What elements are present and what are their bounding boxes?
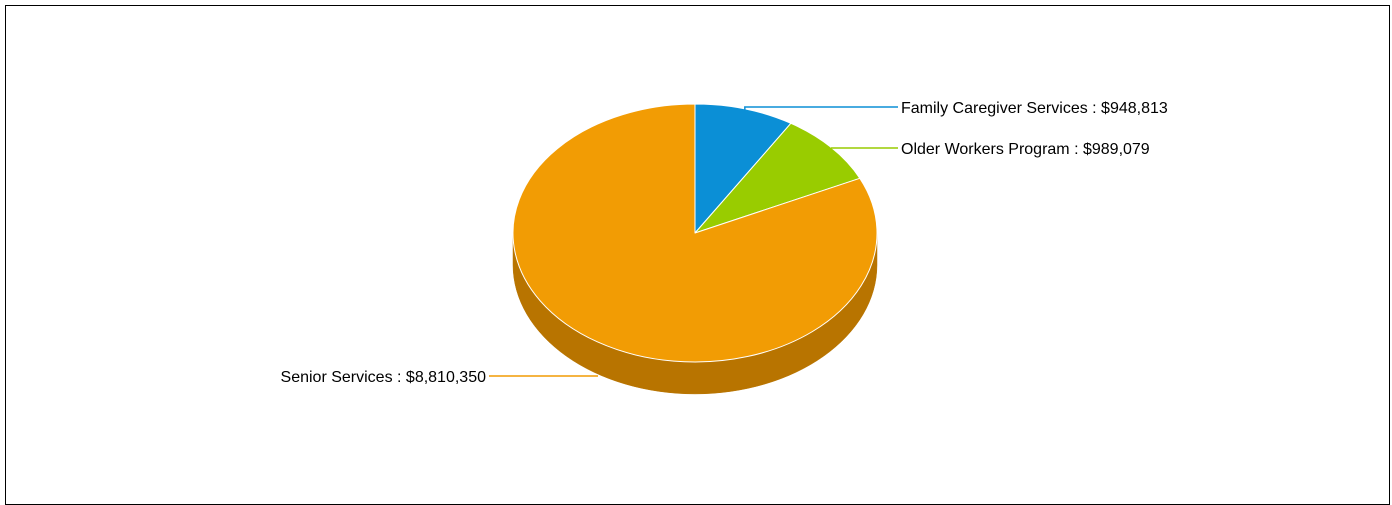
- pie-top: [512, 103, 878, 363]
- slice-labels: Family Caregiver Services : $948,813 Olde…: [281, 100, 1168, 386]
- pie-slice-3[interactable]: [512, 103, 878, 363]
- slice-label-2: Older Workers Program : $989,079: [901, 141, 1150, 158]
- leader-line-1: [744, 106, 898, 110]
- slice-label-3: Senior Services : $8,810,350: [281, 369, 487, 386]
- leader-lines: [489, 106, 898, 377]
- slice-label-1: Family Caregiver Services : $948,813: [901, 100, 1168, 117]
